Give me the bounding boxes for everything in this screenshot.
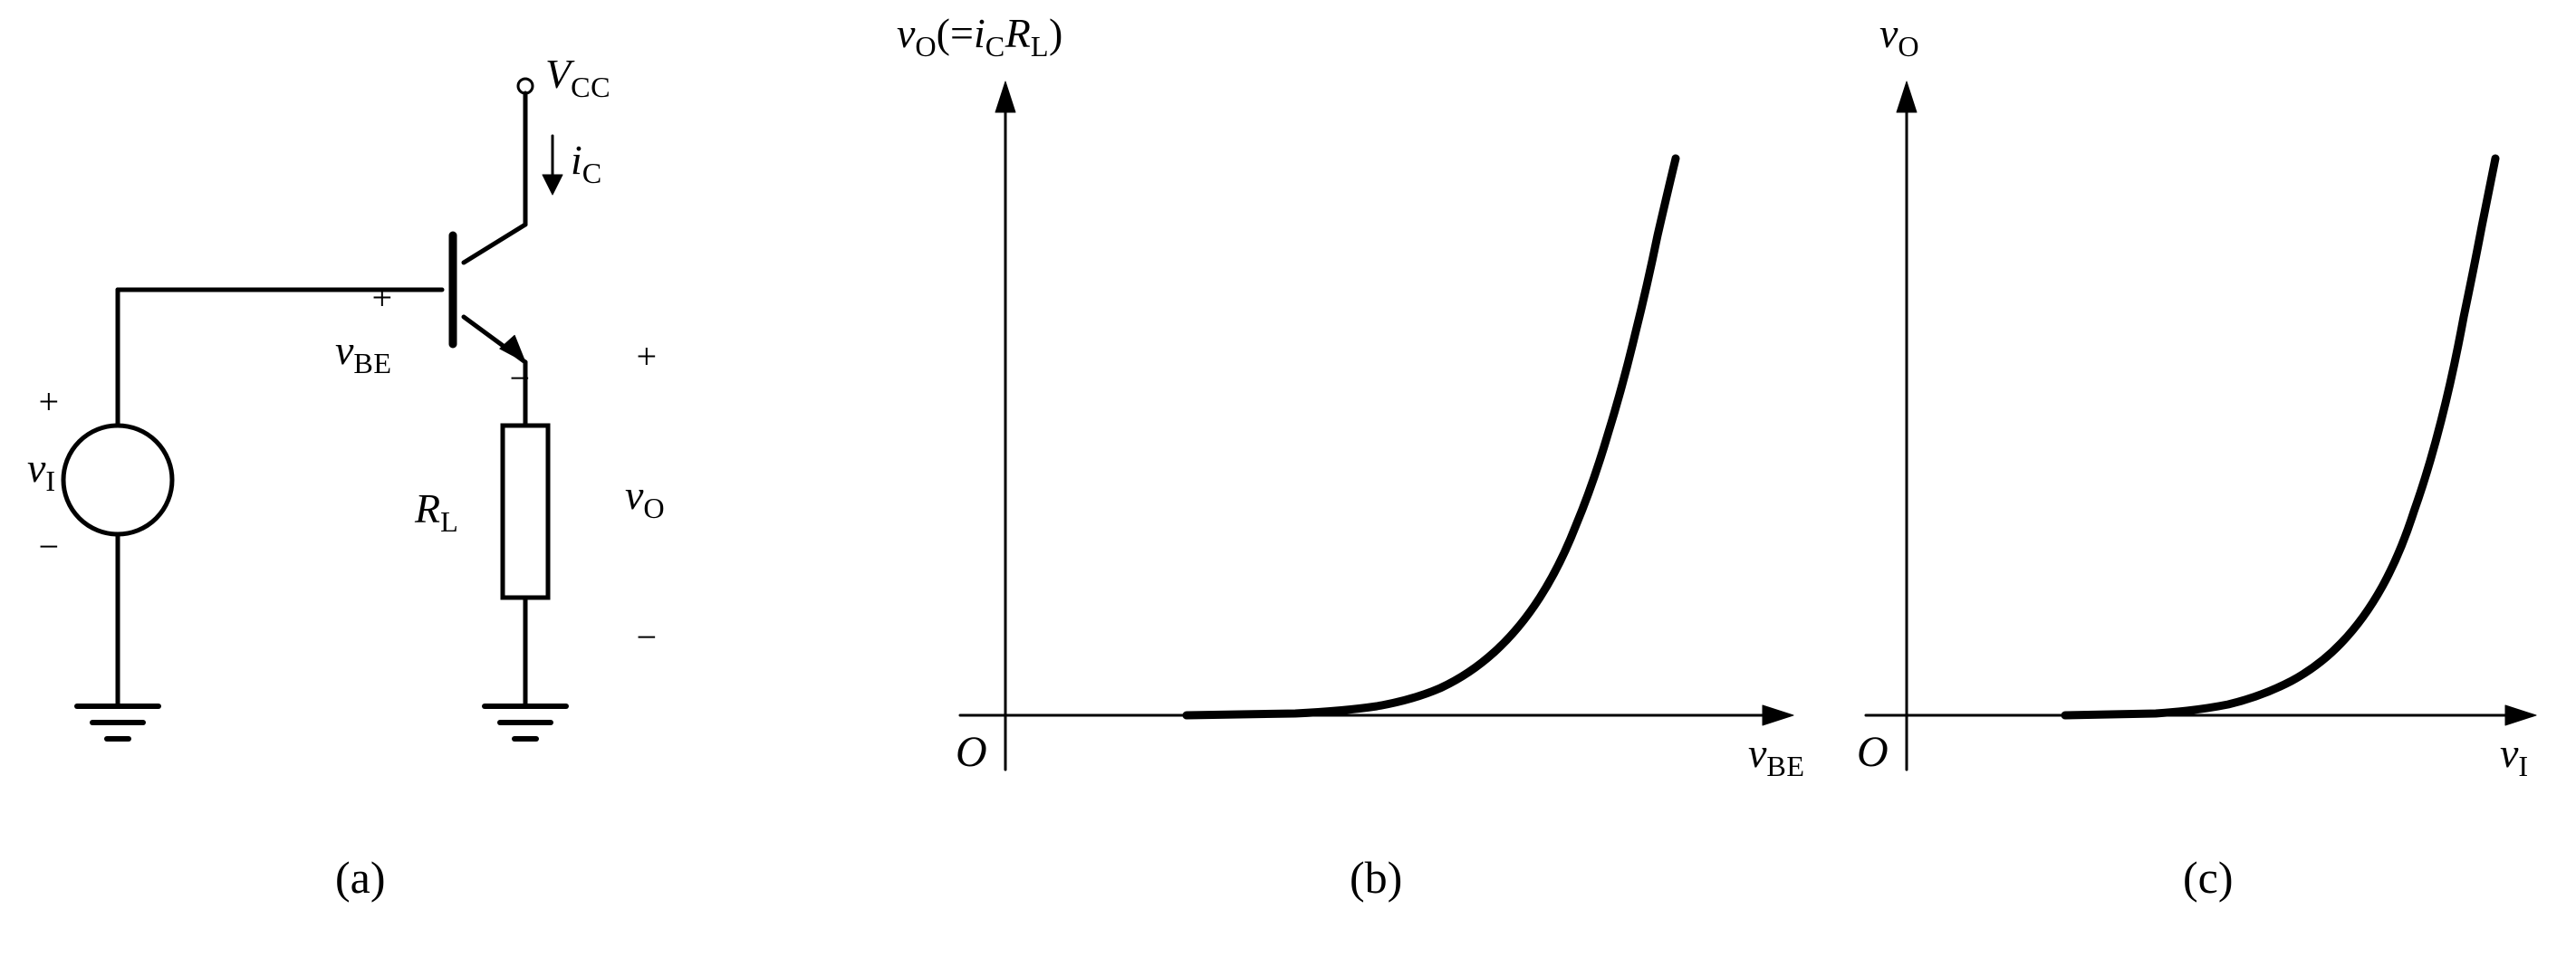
caption-a: (a) [335,851,386,904]
label-c-x: vI [2500,729,2528,783]
panel-b-graph [960,81,1793,770]
label-ic: iC [571,136,602,190]
label-minus-vi: − [36,525,61,568]
label-plus-vi: + [36,380,61,423]
label-vbe: vBE [335,326,392,380]
label-vo: vO [625,471,665,525]
panel-c-graph [1866,81,2536,770]
label-c-origin: O [1857,727,1889,777]
caption-b: (b) [1350,851,1402,904]
label-c-y: vO [1879,9,1919,63]
panel-a-circuit [63,79,566,739]
label-b-y: vO(=iCRL) [897,9,1062,63]
figure-svg [0,0,2576,967]
label-b-origin: O [956,727,987,777]
label-minus-vo: − [634,616,658,658]
caption-c: (c) [2183,851,2234,904]
label-b-x: vBE [1748,729,1805,783]
label-rl: RL [415,484,458,539]
label-vcc: VCC [545,50,610,104]
label-minus-vbe: − [507,357,532,399]
figure-canvas: VCC iC + vBE − RL + vI − + vO − (a) vO(=… [0,0,2576,967]
label-plus-vo: + [634,335,658,378]
label-plus-vbe: + [370,276,394,319]
label-vi: vI [27,444,55,498]
